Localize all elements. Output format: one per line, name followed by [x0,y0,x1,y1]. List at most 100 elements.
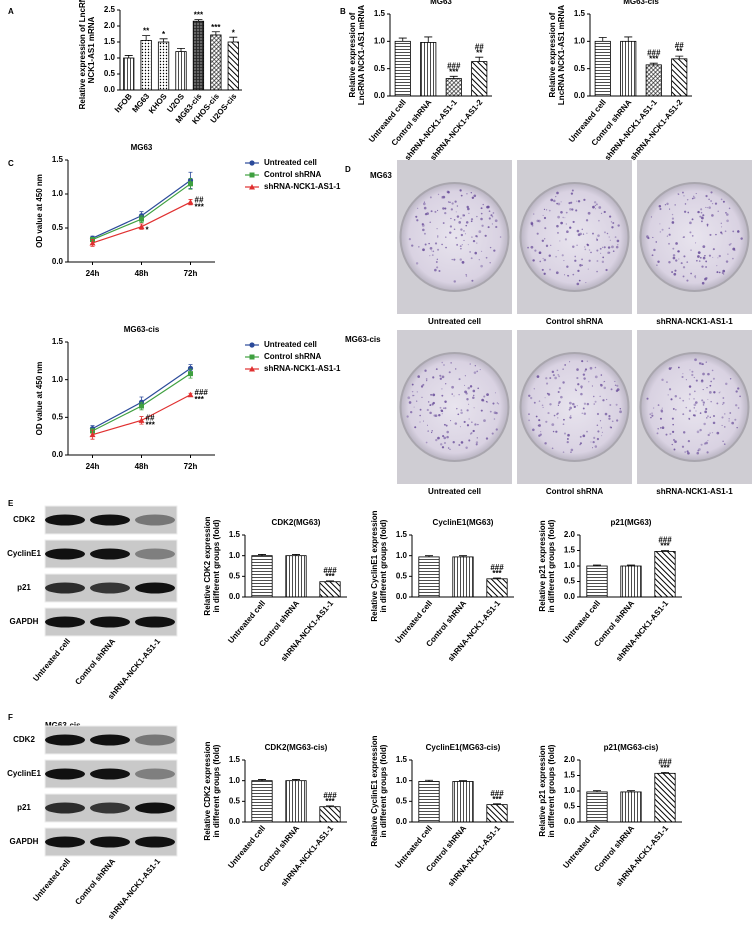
lane-label: Untreated cell [31,637,72,683]
colony [578,279,581,282]
colony [594,400,597,403]
colony [455,211,457,213]
marker [139,403,144,409]
colony [476,370,479,373]
panel-label: E [8,499,14,508]
error-bar [425,779,433,782]
colony [583,377,586,380]
colony [566,438,569,440]
colony [556,369,559,372]
colony [449,448,451,451]
colony [443,364,445,366]
colony [466,424,470,427]
colony [459,245,462,248]
colony [416,219,419,222]
colony [484,234,487,237]
colony [660,427,662,429]
panel-label: A [8,7,14,16]
colony [702,245,706,249]
bar [251,780,273,823]
colony [716,265,718,267]
colony [599,395,601,397]
legend-label: Untreated cell [264,158,317,167]
colony [721,272,724,274]
colony [671,221,675,224]
colony [695,379,698,382]
error-bar [593,564,601,566]
colony [612,222,615,225]
colony [422,420,424,422]
colony [550,244,552,246]
colony [611,245,614,249]
colony [652,236,654,239]
colony [469,363,472,365]
colony [718,271,721,274]
colony [442,435,445,438]
colony [617,244,619,246]
colony [478,230,482,234]
colony [440,443,443,446]
colony [553,199,556,203]
colony [705,206,707,208]
y-axis-label: in different groups (fold) [547,744,556,837]
colony [460,228,463,231]
colony [450,362,452,364]
colony [411,244,414,247]
y-tick-label: 0.5 [564,577,576,586]
colony [698,260,701,262]
colony [563,259,565,262]
colony [422,248,425,252]
colony [693,414,696,417]
bar [285,780,307,823]
colony [717,210,719,212]
error-bar [211,31,220,35]
colony [445,236,447,238]
colony [486,393,489,396]
colony [462,214,465,217]
colony [448,371,451,374]
bar [420,42,437,97]
colony [547,393,551,396]
band [135,734,175,746]
colony [728,420,730,422]
colony [562,451,565,453]
colony [709,233,712,236]
colony [453,258,456,261]
colony [677,193,680,196]
lane-label: Control shRNA [73,857,117,907]
legend-marker [249,184,255,190]
colony [661,407,663,409]
colony [657,404,660,406]
colony [716,431,720,435]
colony [487,226,490,229]
row-label: MG63 [370,171,392,180]
colony [493,418,496,420]
colony [464,375,466,377]
colony [475,441,479,444]
colony [431,430,433,432]
colony [543,216,547,220]
y-tick-label: 1.0 [564,786,576,795]
colony [415,215,418,218]
bar [620,565,642,598]
colony [702,372,705,376]
colony [570,448,574,452]
dish [399,182,510,292]
y-tick-label: 1.5 [229,530,241,539]
colony [705,361,707,363]
band [45,802,85,814]
colony [704,254,706,257]
colony [596,424,599,426]
colony [705,194,708,198]
y-tick-label: 0.5 [52,223,64,232]
colony [474,423,477,426]
colony [562,423,565,426]
colony [486,205,489,209]
colony [604,412,608,416]
colony [734,418,737,421]
colony [471,279,474,282]
colony [705,441,708,445]
colony [581,360,584,363]
colony [685,379,687,381]
